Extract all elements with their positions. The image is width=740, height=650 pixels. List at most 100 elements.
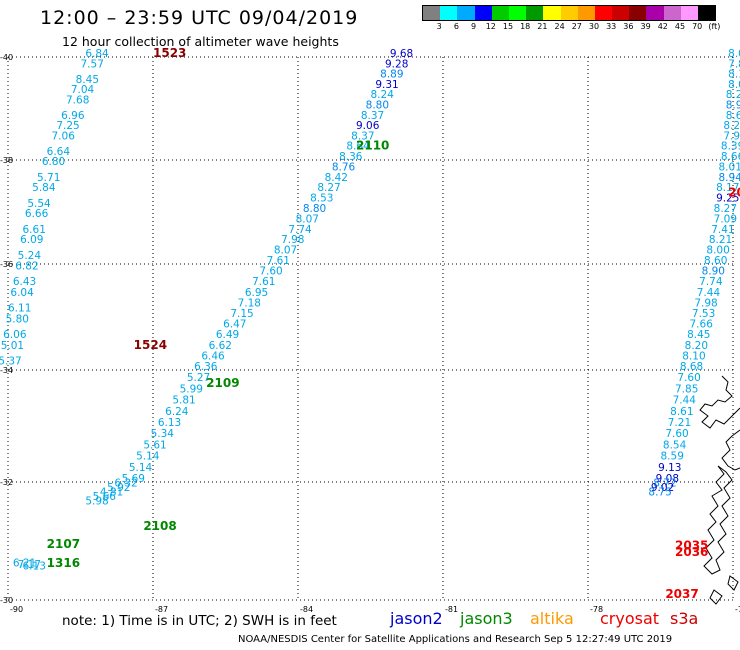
wave-height-value: 6.36 <box>194 361 218 373</box>
color-scale-label: 21 <box>537 22 548 31</box>
x-tick-label: -87 <box>155 605 168 614</box>
footer-note: note: 1) Time is in UTC; 2) SWH is in fe… <box>62 613 337 629</box>
legend-cryosat: cryosat <box>600 609 660 628</box>
wave-height-value: 5.69 <box>122 473 145 485</box>
wave-height-value: 8.01 <box>719 161 740 173</box>
color-swatch <box>474 6 492 20</box>
wave-height-value: 5.71 <box>37 172 60 184</box>
wave-height-value: 8.09 <box>728 48 740 60</box>
wave-height-value: 7.09 <box>714 213 737 225</box>
track-id-label: 2110 <box>356 139 389 153</box>
chart-subtitle: 12 hour collection of altimeter wave hei… <box>62 34 339 49</box>
color-swatch <box>457 6 475 20</box>
color-scale-label: 24 <box>554 22 565 31</box>
track-id-label: 2108 <box>143 519 176 533</box>
wave-height-value: 5.80 <box>6 313 29 325</box>
wave-height-value: 7.53 <box>692 308 715 320</box>
wave-height-value: 8.89 <box>380 69 403 81</box>
color-scale-label: 18 <box>520 22 531 31</box>
wave-height-value: 7.44 <box>673 395 697 407</box>
wave-height-value: 8.54 <box>663 439 687 451</box>
wave-height-value: 8.37 <box>351 130 374 142</box>
wave-height-value: 7.57 <box>81 58 104 70</box>
wave-height-value: 6.13 <box>158 417 181 429</box>
track-id-label: 2036 <box>675 545 708 559</box>
color-swatch <box>663 6 681 20</box>
track-id-label: 1523 <box>153 46 186 60</box>
track-id-label: 2037 <box>665 587 698 601</box>
wave-height-value: 6.32 <box>114 478 137 490</box>
wave-height-value: 6.62 <box>209 340 232 352</box>
wave-height-value: 7.83 <box>728 58 740 70</box>
wave-height-value: 7.60 <box>677 372 700 384</box>
wave-height-value: 5.81 <box>172 395 195 407</box>
track-id-label: 2035 <box>675 539 708 553</box>
color-scale-label: 6 <box>453 22 459 31</box>
color-swatch <box>577 6 595 20</box>
color-scale-label: 45 <box>674 22 686 31</box>
wave-height-value: 8.37 <box>361 110 384 122</box>
y-tick-label: -40 <box>0 53 13 62</box>
wave-height-value: 9.25 <box>716 193 739 205</box>
wave-height-value: 7.98 <box>281 234 304 246</box>
wave-height-value: 7.21 <box>668 417 691 429</box>
wave-height-value: 7.06 <box>52 130 76 142</box>
wave-height-value: 8.45 <box>76 74 99 86</box>
wave-height-value: 6.06 <box>3 329 27 341</box>
wave-height-value: 7.60 <box>665 428 688 440</box>
color-swatch <box>423 6 441 20</box>
color-scale-label: 70 <box>692 22 703 31</box>
wave-height-value: 8.91 <box>726 100 740 112</box>
wave-height-value: 8.53 <box>310 193 333 205</box>
wave-height-value: 7.18 <box>238 297 261 309</box>
wave-height-value: 7.15 <box>230 308 253 320</box>
coastline <box>699 375 740 605</box>
wave-height-value: 8.10 <box>682 350 705 362</box>
color-swatch <box>526 6 544 20</box>
wave-height-value: 8.00 <box>706 245 729 257</box>
wave-height-value: 6.64 <box>47 146 71 158</box>
wave-height-value: 8.59 <box>661 451 684 463</box>
color-swatch <box>629 6 647 20</box>
color-scale-label: 12 <box>485 22 496 31</box>
color-swatch <box>508 6 527 20</box>
wave-height-value: 9.28 <box>385 58 408 70</box>
wave-height-value: 8.06 <box>728 79 740 91</box>
wave-height-value: 8.68 <box>680 361 703 373</box>
chart-title: 12:00 – 23:59 UTC 09/04/2019 <box>40 7 359 29</box>
coastline-segment <box>699 375 740 429</box>
wave-height-value: 8.17 <box>716 182 739 194</box>
wave-height-value: 6.43 <box>13 276 36 288</box>
color-swatch <box>698 6 716 20</box>
x-tick-label: -81 <box>445 605 458 614</box>
coastline-segment <box>721 429 740 471</box>
y-tick-label: -38 <box>0 156 13 165</box>
track-id-label: 2109 <box>206 376 239 390</box>
wave-height-value: 8.80 <box>366 100 389 112</box>
wave-height-value: 7.25 <box>56 120 79 132</box>
legend-s3a: s3a <box>670 609 699 628</box>
wave-height-value: 8.60 <box>704 255 727 267</box>
y-tick-label: -32 <box>0 478 13 487</box>
color-swatch <box>560 6 578 20</box>
credit-line: NOAA/NESDIS Center for Satellite Applica… <box>238 634 673 645</box>
wave-height-points: 6.847.578.457.047.686.967.257.066.646.80… <box>0 48 740 572</box>
color-swatch <box>680 6 698 20</box>
color-scale-label: 9 <box>471 22 477 31</box>
track-id-label: 1524 <box>134 338 167 352</box>
wave-height-value: 8.94 <box>719 172 740 184</box>
wave-height-value: 8.24 <box>371 89 395 101</box>
color-swatch <box>612 6 630 20</box>
color-scale-label: 15 <box>502 22 514 31</box>
wave-height-value: 7.61 <box>252 276 275 288</box>
wave-height-value: 5.27 <box>187 372 210 384</box>
color-scale-label: 39 <box>640 22 651 31</box>
wave-height-value: 8.39 <box>721 141 740 153</box>
x-tick-label: -84 <box>300 605 313 614</box>
wave-height-value: 7.98 <box>694 297 717 309</box>
wave-height-value: 8.27 <box>714 203 737 215</box>
wave-height-value: 8.27 <box>317 182 340 194</box>
x-tick-label: -78 <box>590 605 603 614</box>
